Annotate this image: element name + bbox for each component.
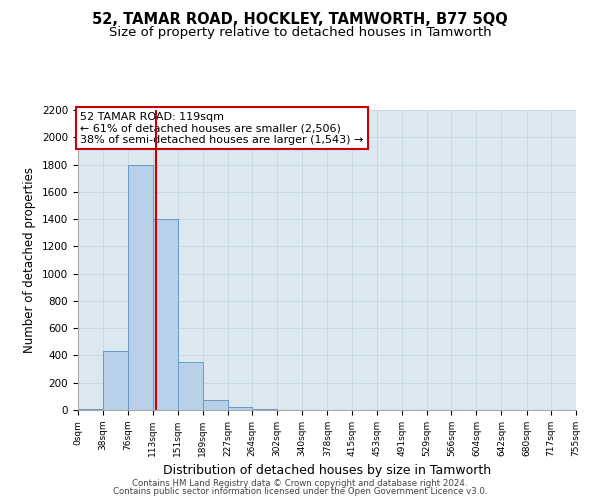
Y-axis label: Number of detached properties: Number of detached properties (23, 167, 37, 353)
Text: 52 TAMAR ROAD: 119sqm
← 61% of detached houses are smaller (2,506)
38% of semi-d: 52 TAMAR ROAD: 119sqm ← 61% of detached … (80, 112, 364, 144)
Text: 52, TAMAR ROAD, HOCKLEY, TAMWORTH, B77 5QQ: 52, TAMAR ROAD, HOCKLEY, TAMWORTH, B77 5… (92, 12, 508, 28)
Bar (228, 406, 252, 410)
Bar (178, 362, 203, 410)
Bar (78, 408, 103, 410)
Bar (203, 400, 228, 410)
Bar (152, 219, 178, 410)
Bar (128, 164, 152, 410)
Text: Contains public sector information licensed under the Open Government Licence v3: Contains public sector information licen… (113, 487, 487, 496)
Text: Size of property relative to detached houses in Tamworth: Size of property relative to detached ho… (109, 26, 491, 39)
Text: Contains HM Land Registry data © Crown copyright and database right 2024.: Contains HM Land Registry data © Crown c… (132, 478, 468, 488)
Bar (103, 352, 128, 410)
X-axis label: Distribution of detached houses by size in Tamworth: Distribution of detached houses by size … (163, 464, 491, 477)
